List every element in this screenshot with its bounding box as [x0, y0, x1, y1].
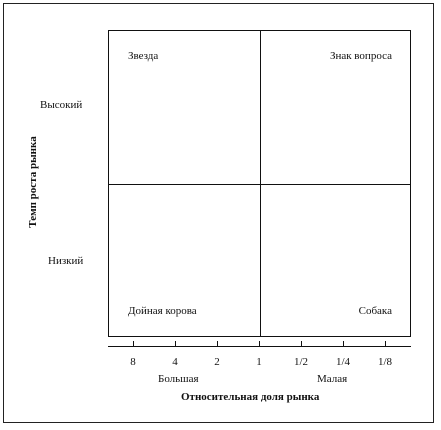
- x-axis-tick: [259, 341, 260, 346]
- growth-share-matrix: Звезда Знак вопроса Дойная корова Собака: [108, 30, 411, 337]
- x-axis-tick: [343, 341, 344, 346]
- x-axis-title: Относительная доля рынка: [181, 391, 320, 403]
- quadrant-question-mark-label: Знак вопроса: [329, 50, 392, 62]
- x-axis-tick: [133, 341, 134, 346]
- quadrant-dog-label: Собака: [358, 305, 392, 317]
- x-axis-tick-label: 1/2: [293, 356, 309, 368]
- quadrant-star-label: Звезда: [128, 50, 159, 62]
- x-axis-tick: [301, 341, 302, 346]
- y-axis-low-label: Низкий: [48, 255, 84, 267]
- x-axis-tick-label: 1: [256, 356, 262, 368]
- x-axis-tick-label: 1/4: [335, 356, 351, 368]
- x-axis-tick: [385, 341, 386, 346]
- y-axis-high-label: Высокий: [40, 99, 83, 111]
- x-axis-tick: [175, 341, 176, 346]
- x-axis-small-label: Малая: [317, 373, 348, 385]
- vertical-divider: [260, 31, 261, 336]
- x-axis-tick-label: 4: [172, 356, 178, 368]
- x-axis-tick-label: 8: [130, 356, 136, 368]
- x-axis-large-label: Большая: [158, 373, 199, 385]
- x-axis-line: [108, 346, 411, 347]
- x-axis-tick: [217, 341, 218, 346]
- x-axis-tick-label: 1/8: [377, 356, 393, 368]
- diagram-frame: [3, 3, 434, 423]
- y-axis-title: Темп роста рынка: [27, 136, 39, 228]
- x-axis-tick-label: 2: [214, 356, 220, 368]
- horizontal-divider: [109, 184, 410, 185]
- quadrant-cash-cow-label: Дойная корова: [128, 305, 197, 317]
